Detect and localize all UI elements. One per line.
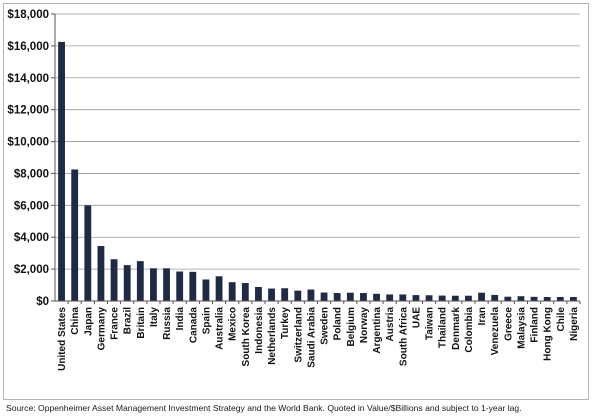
bar	[399, 294, 407, 301]
bar	[373, 293, 380, 301]
x-tick-label: Thailand	[438, 307, 449, 348]
y-tick-label: $8,000	[14, 168, 49, 180]
gridlines	[55, 13, 580, 270]
x-tick-label: Chile	[556, 307, 567, 332]
x-tick-label: Taiwan	[425, 307, 436, 340]
x-tick-label: Saudi Arabia	[306, 307, 317, 368]
bar	[255, 286, 262, 301]
x-tick-label: Austria	[385, 307, 396, 342]
bar	[163, 268, 170, 301]
x-tick-label: United States	[57, 307, 68, 371]
y-tick-label: $0	[36, 296, 49, 308]
x-tick-label: Malaysia	[516, 307, 527, 349]
x-tick-label: Mexico	[228, 307, 239, 341]
x-tick-label: Britain	[136, 307, 147, 339]
x-tick-label: Brazil	[123, 307, 134, 334]
bar	[530, 296, 538, 301]
bar	[189, 271, 197, 301]
y-tick-label: $12,000	[7, 105, 49, 117]
bar	[84, 205, 92, 301]
x-tick-label: Nigeria	[569, 307, 580, 341]
y-tick-label: $14,000	[7, 73, 49, 85]
bar	[360, 293, 367, 301]
x-tick-label: Spain	[201, 307, 212, 334]
bar	[346, 292, 354, 301]
x-tick-label: Switzerland	[293, 307, 304, 363]
bar	[465, 295, 472, 301]
bar	[136, 261, 144, 301]
x-tick-label: Japan	[83, 307, 94, 336]
bar	[202, 279, 210, 301]
bar	[491, 294, 499, 301]
bar	[241, 282, 249, 301]
y-tick-label: $16,000	[7, 41, 49, 53]
x-tick-label: Argentina	[372, 307, 383, 354]
bar	[123, 265, 131, 301]
x-tick-label: Finland	[530, 307, 541, 343]
x-tick-label: Colombia	[464, 307, 475, 353]
chart-frame	[3, 3, 589, 400]
x-tick-label: South Korea	[241, 307, 252, 367]
bar	[58, 41, 65, 302]
source-note: Source: Oppenheimer Asset Management Inv…	[6, 403, 522, 413]
x-tick-label: Indonesia	[254, 307, 265, 354]
bar	[570, 297, 577, 301]
x-tick-label: Poland	[333, 307, 344, 340]
x-tick-label: South Africa	[398, 307, 409, 367]
bar	[333, 293, 341, 301]
bar	[517, 296, 525, 301]
bars	[58, 41, 577, 302]
bar	[438, 295, 446, 301]
x-tick-label: Australia	[215, 307, 226, 350]
y-tick-label: $6,000	[14, 200, 49, 212]
x-tick-label: Belgium	[346, 307, 357, 347]
bar	[543, 297, 551, 301]
bar	[97, 245, 105, 301]
x-tick-label: Canada	[188, 307, 199, 344]
bar	[294, 290, 302, 301]
bar	[176, 271, 184, 301]
bar	[451, 295, 459, 301]
bar	[228, 282, 236, 301]
x-tick-label: Denmark	[451, 307, 462, 350]
bar	[504, 296, 512, 301]
x-tick-label: Sweden	[320, 307, 331, 345]
bar	[412, 295, 420, 301]
x-tick-label: India	[175, 307, 186, 331]
x-tick-label: Italy	[149, 307, 160, 327]
bar	[425, 295, 433, 301]
bar	[307, 289, 315, 301]
bar	[268, 288, 275, 301]
bar	[320, 292, 328, 301]
x-tick-label: Netherlands	[267, 307, 278, 365]
y-tick-label: $4,000	[14, 232, 49, 244]
x-tick-label: Norway	[359, 307, 370, 344]
x-tick-label: Russia	[162, 307, 173, 340]
x-tick-label: Hong Kong	[543, 307, 554, 361]
bar	[386, 294, 394, 301]
y-tick-label: $10,000	[7, 137, 49, 149]
bar	[110, 259, 118, 301]
x-tick-label: France	[110, 307, 121, 340]
x-axis-labels: United States China Japan Germany France Braz…	[57, 301, 581, 371]
y-tick-label: $2,000	[14, 264, 49, 276]
bar	[281, 288, 289, 301]
y-tick-label: $18,000	[7, 9, 49, 21]
bar-chart: $0 $2,000 $4,000 $6,000 $8,000 $10,000 $12,000…	[7, 9, 581, 371]
bar	[215, 276, 223, 301]
x-tick-label: Germany	[96, 307, 107, 351]
x-tick-label: Greece	[503, 307, 514, 341]
y-axis-ticks: $0 $2,000 $4,000 $6,000 $8,000 $10,000 $12,000…	[7, 9, 55, 308]
bar	[478, 292, 485, 301]
bar	[556, 297, 564, 301]
bar	[71, 169, 79, 301]
x-tick-label: Iran	[477, 307, 488, 325]
x-tick-label: UAE	[411, 307, 422, 328]
x-tick-label: Venezuela	[490, 307, 501, 356]
bar	[150, 268, 157, 301]
x-tick-label: China	[70, 307, 81, 335]
x-tick-label: Turkey	[280, 307, 291, 339]
